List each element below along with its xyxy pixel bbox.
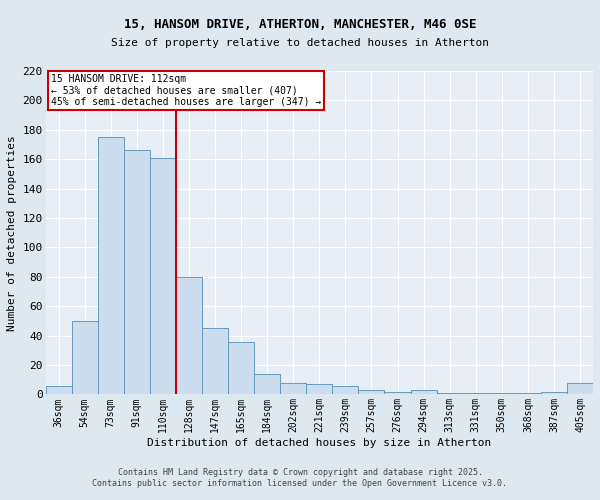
Y-axis label: Number of detached properties: Number of detached properties (7, 135, 17, 330)
Bar (254, 374, 280, 394)
Bar (358, 390, 385, 394)
Bar (332, 386, 358, 394)
Bar (541, 392, 567, 394)
X-axis label: Distribution of detached houses by size in Atherton: Distribution of detached houses by size … (147, 438, 491, 448)
Bar (228, 342, 254, 394)
Bar (46, 386, 71, 394)
Bar (98, 137, 124, 394)
Bar (280, 382, 306, 394)
Bar (515, 393, 541, 394)
Bar (71, 321, 98, 394)
Bar (176, 277, 202, 394)
Bar (124, 150, 150, 394)
Text: Contains HM Land Registry data © Crown copyright and database right 2025.
Contai: Contains HM Land Registry data © Crown c… (92, 468, 508, 487)
Text: Size of property relative to detached houses in Atherton: Size of property relative to detached ho… (111, 38, 489, 48)
Bar (385, 392, 410, 394)
Bar (437, 393, 463, 394)
Text: 15, HANSOM DRIVE, ATHERTON, MANCHESTER, M46 0SE: 15, HANSOM DRIVE, ATHERTON, MANCHESTER, … (124, 18, 476, 30)
Bar (410, 390, 437, 394)
Bar (202, 328, 228, 394)
Bar (489, 393, 515, 394)
Bar (150, 158, 176, 394)
Bar (567, 382, 593, 394)
Bar (463, 393, 489, 394)
Bar (306, 384, 332, 394)
Text: 15 HANSOM DRIVE: 112sqm
← 53% of detached houses are smaller (407)
45% of semi-d: 15 HANSOM DRIVE: 112sqm ← 53% of detache… (51, 74, 321, 108)
